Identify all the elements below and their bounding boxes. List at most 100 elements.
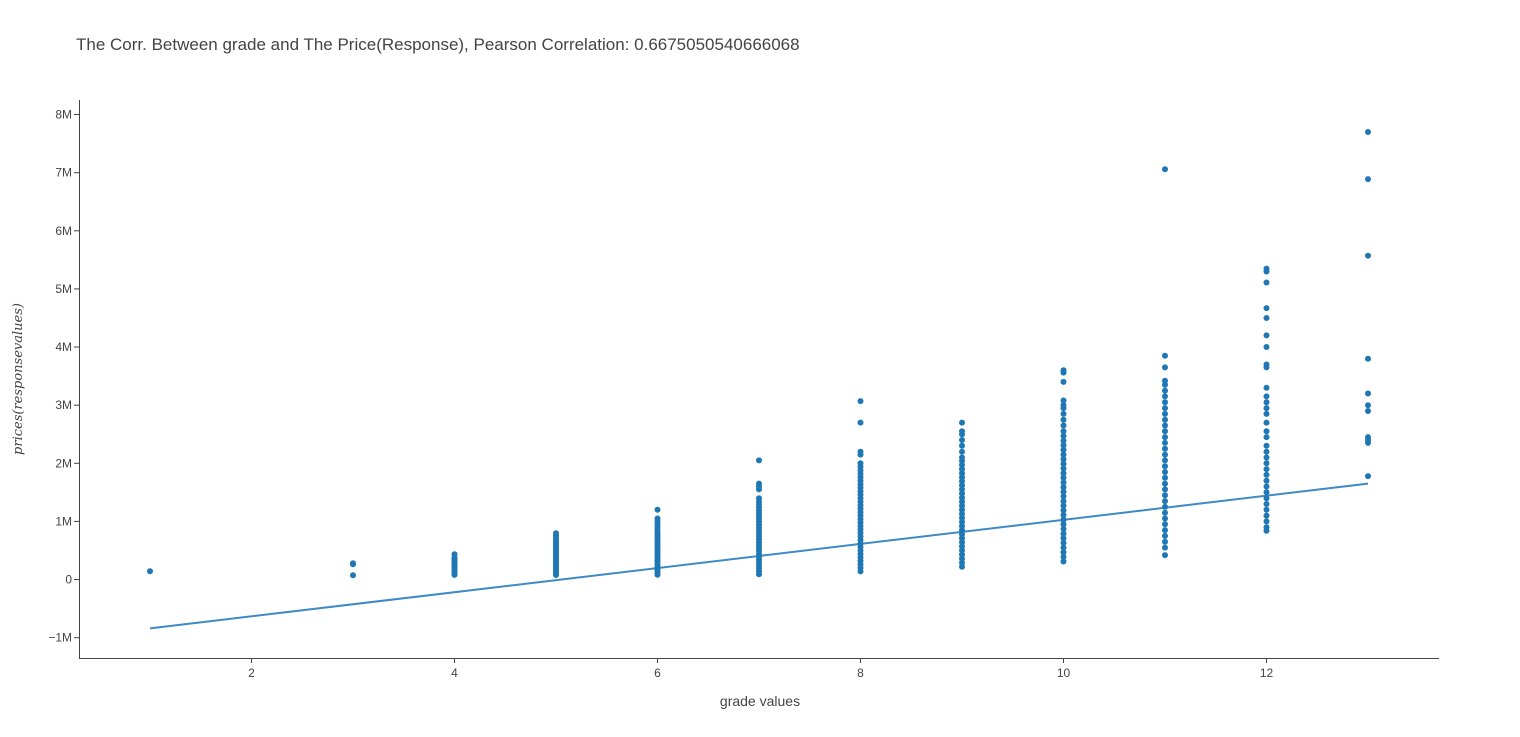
data-point (654, 515, 661, 522)
data-point (1162, 387, 1168, 394)
data-point (451, 551, 458, 558)
data-point (1162, 544, 1168, 551)
data-point (1365, 408, 1371, 414)
data-point (959, 510, 965, 517)
data-point (1060, 488, 1067, 495)
y-tick-label: 3M (55, 398, 72, 412)
data-point (1162, 492, 1168, 499)
data-point (1365, 176, 1371, 183)
data-point (1060, 422, 1067, 429)
data-point (1060, 484, 1067, 491)
data-point (1060, 530, 1067, 537)
data-point (959, 494, 965, 501)
data-point (1060, 433, 1067, 439)
data-point (654, 506, 661, 513)
data-point (1162, 422, 1168, 429)
data-point (1365, 473, 1371, 480)
x-tick-label: 12 (1260, 666, 1274, 680)
data-point (959, 428, 965, 435)
data-point (1365, 434, 1371, 441)
data-point (959, 466, 965, 473)
data-point (857, 419, 864, 426)
data-point (1060, 410, 1067, 417)
data-point (1263, 512, 1270, 519)
data-point (959, 448, 965, 455)
x-tick-label: 8 (857, 666, 864, 680)
data-point (1365, 402, 1371, 409)
x-tick-label: 6 (654, 666, 661, 680)
data-point (756, 480, 762, 487)
data-point (1263, 483, 1270, 490)
chart-title: The Corr. Between grade and The Price(Re… (76, 35, 800, 54)
y-tick-label: 8M (55, 108, 72, 122)
data-point (1060, 512, 1067, 518)
data-point (1060, 428, 1067, 435)
data-point (1263, 361, 1270, 368)
data-point (1162, 405, 1168, 412)
data-point (1263, 279, 1270, 286)
data-point (1263, 466, 1270, 473)
data-point (1060, 437, 1067, 444)
data-point (1162, 463, 1168, 470)
data-point (959, 547, 965, 554)
data-point (1263, 265, 1270, 272)
data-point (959, 454, 965, 461)
data-point (959, 470, 965, 477)
data-point (1060, 521, 1067, 528)
data-point (1263, 495, 1270, 502)
data-point (1263, 460, 1270, 467)
data-point (1263, 434, 1270, 441)
data-point (147, 568, 153, 575)
data-point (1162, 451, 1168, 458)
data-point (1060, 553, 1067, 560)
data-point (959, 478, 965, 485)
data-point (1060, 367, 1067, 374)
data-point (1060, 456, 1067, 463)
data-point (350, 572, 356, 579)
x-tick-label: 4 (451, 666, 458, 680)
data-point (1060, 397, 1067, 404)
data-point (1060, 502, 1067, 509)
data-point (959, 559, 965, 566)
y-tick-label: 7M (55, 166, 72, 180)
data-point (1162, 364, 1168, 371)
data-point (1263, 305, 1270, 312)
data-point (1162, 445, 1168, 452)
data-point (959, 519, 965, 525)
plot-area (147, 129, 1371, 630)
data-point (1263, 410, 1270, 417)
data-point (1060, 558, 1067, 565)
data-point (1060, 526, 1067, 532)
y-tick-label: 4M (55, 340, 72, 354)
x-axis-title: grade values (720, 693, 800, 709)
data-point (1263, 419, 1270, 426)
data-point (959, 523, 965, 530)
data-point (1060, 465, 1067, 472)
data-point (1060, 442, 1067, 449)
y-tick-label: 1M (55, 514, 72, 528)
data-point (959, 502, 965, 509)
x-tick-label: 10 (1057, 666, 1071, 680)
data-point (1263, 501, 1270, 507)
data-point (1263, 384, 1270, 391)
data-point (1162, 521, 1168, 528)
data-point (959, 506, 965, 513)
data-point (959, 535, 965, 542)
data-point (1162, 515, 1168, 522)
data-point (1060, 539, 1067, 546)
data-point (1162, 469, 1168, 475)
data-point (1060, 460, 1067, 467)
data-point (959, 442, 965, 449)
data-point (756, 457, 762, 464)
data-point (1060, 479, 1067, 486)
data-point (1263, 524, 1270, 531)
data-point (1162, 434, 1168, 441)
data-point (1365, 252, 1371, 259)
data-point (857, 448, 864, 455)
data-point (1263, 442, 1270, 449)
data-point (1263, 489, 1270, 496)
data-point (1263, 471, 1270, 478)
x-ticks: 2 4 6 8 10 12 (248, 658, 1273, 680)
data-point (959, 419, 965, 426)
